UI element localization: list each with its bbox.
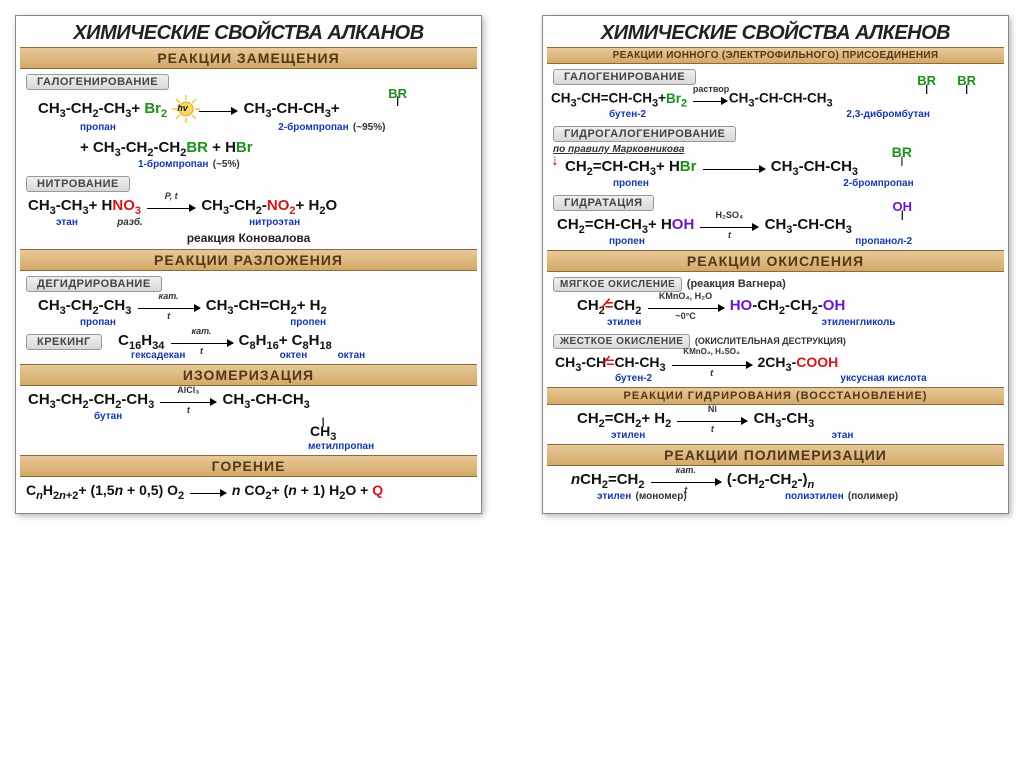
sub-cracking: КРЕКИНГ: [26, 334, 102, 350]
konovalov-note: реакция Коновалова: [20, 231, 477, 245]
reaction-cracking: C16H34 кат. t C8H16+ C8H18: [106, 330, 336, 350]
section-isomerization: ИЗОМЕРИЗАЦИЯ: [20, 364, 477, 386]
arrow-icon: P, t: [147, 196, 195, 216]
section-ionic: РЕАКЦИИ ИОННОГО (ЭЛЕКТРОФИЛЬНОГО) ПРИСОЕ…: [547, 47, 1004, 64]
names-row: этилен этан: [547, 431, 1004, 441]
section-hydrogenation: РЕАКЦИИ ГИДРИРОВАНИЯ (ВОССТАНОВЛЕНИЕ): [547, 387, 1004, 405]
sub-hard-ox: ЖЕСТКОЕ ОКИСЛЕНИЕ: [553, 334, 690, 349]
arrow-icon: [703, 157, 765, 177]
sub-nitration: НИТРОВАНИЕ: [26, 176, 130, 192]
reaction-halogenation-1: BR| CH3-CH2-CH3+ Br2 hv CH3-CH-CH3+: [20, 92, 477, 125]
iso-ch3: |CH3: [20, 418, 477, 444]
names-row: 1-бромпропан (~5%): [20, 160, 477, 170]
destructive-note: (ОКИСЛИТЕЛЬНАЯ ДЕСТРУКЦИЯ): [695, 336, 846, 346]
names-row: этилен этиленгликоль: [547, 318, 1004, 328]
arrow-icon: Ni t: [677, 409, 747, 429]
arrow-icon: кат. t: [138, 296, 200, 316]
arrow-icon: KMnO₄, H₂O ~0°C: [648, 296, 724, 316]
section-substitution: РЕАКЦИИ ЗАМЕЩЕНИЯ: [20, 47, 477, 69]
names-row: пропан пропен: [20, 318, 477, 328]
sub-hydration: ГИДРАТАЦИЯ: [553, 195, 654, 211]
reaction-dehydrogenation: CH3-CH2-CH3 кат. t CH3-CH=CH2+ H2: [20, 294, 477, 320]
names-row: этилен (мономер) полиэтилен (полимер): [547, 492, 1004, 502]
arrow-icon: кат. t: [651, 470, 721, 490]
title-alkenes: ХИМИЧЕСКИЕ СВОЙСТВА АЛКЕНОВ: [547, 22, 1004, 45]
title-alkanes: ХИМИЧЕСКИЕ СВОЙСТВА АЛКАНОВ: [20, 22, 477, 45]
arrow-icon: AlCl₃ t: [160, 390, 216, 410]
names-row: гексадекан октен октан: [20, 351, 477, 361]
sub-halogenation-r: ГАЛОГЕНИРОВАНИЕ: [553, 69, 696, 85]
poster-alkanes: ХИМИЧЕСКИЕ СВОЙСТВА АЛКАНОВ РЕАКЦИИ ЗАМЕ…: [15, 15, 482, 514]
sub-halogenation: ГАЛОГЕНИРОВАНИЕ: [26, 74, 169, 90]
arrow-icon: H₂SO₄ t: [700, 215, 758, 235]
reaction-soft-ox: CH2=/CH2 KMnO₄, H₂O ~0°C HO-CH2-CH2-OH: [547, 294, 1004, 320]
section-polymerization: РЕАКЦИИ ПОЛИМЕРИЗАЦИИ: [547, 444, 1004, 466]
names-row: метилпропан: [20, 442, 477, 452]
poster-alkenes: ХИМИЧЕСКИЕ СВОЙСТВА АЛКЕНОВ РЕАКЦИИ ИОНН…: [542, 15, 1009, 514]
reaction-combustion: CnH2n+2+ (1,5n + 0,5) O2 n CO2+ (n + 1) …: [20, 479, 477, 505]
reaction-nitration: CH3-CH3+ HNO3 P, t CH3-CH2-NO2+ H2O: [20, 194, 477, 220]
reaction-halogenation-2: + CH3-CH2-CH2BR + HBr: [20, 136, 477, 162]
names-row: пропен 2-бромпропан: [547, 179, 1004, 189]
arrow-icon: кат. t: [171, 331, 233, 351]
markovnikov-note: ↓ по правилу Марковникова BR|: [553, 144, 1004, 155]
arrow-icon: раствор: [693, 89, 727, 109]
names-row: бутен-2 уксусная кислота: [547, 374, 1004, 384]
names-row: этан разб. нитроэтан: [20, 218, 477, 228]
arrow-icon: [190, 481, 226, 501]
section-combustion: ГОРЕНИЕ: [20, 455, 477, 477]
sub-hydrohalogenation: ГИДРОГАЛОГЕНИРОВАНИЕ: [553, 126, 736, 142]
reaction-halogenation-r: BR| BR| CH3-CH=CH-CH3+Br2 раствор CH3-CH…: [547, 87, 1004, 112]
arrow-icon: [199, 99, 237, 119]
reaction-hydration: OH| CH2=CH-CH3+ HOH H₂SO₄ t CH3-CH-CH3: [547, 213, 1004, 239]
section-decomposition: РЕАКЦИИ РАЗЛОЖЕНИЯ: [20, 249, 477, 271]
hv-label: hv: [177, 102, 188, 114]
arrow-icon: KMnO₄, H₂SO₄ t: [672, 353, 752, 373]
wagner-note: (реакция Вагнера): [687, 278, 786, 290]
section-oxidation: РЕАКЦИИ ОКИСЛЕНИЯ: [547, 250, 1004, 272]
reaction-isomerization: CH3-CH2-CH2-CH3 AlCl₃ t CH3-CH-CH3: [20, 388, 477, 414]
